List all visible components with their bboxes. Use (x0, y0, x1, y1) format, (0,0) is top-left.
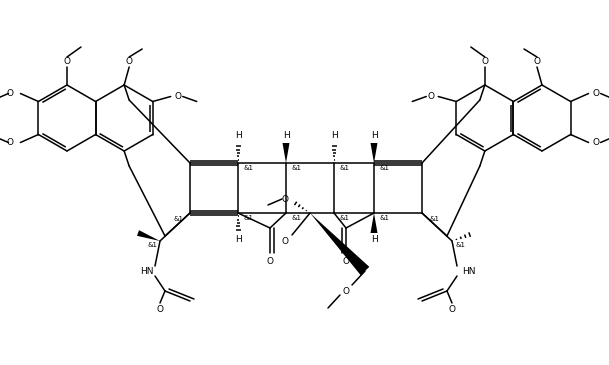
Text: O: O (157, 304, 163, 314)
Text: O: O (533, 57, 541, 65)
Text: &1: &1 (379, 165, 389, 171)
Text: &1: &1 (339, 215, 349, 221)
Text: &1: &1 (243, 215, 253, 221)
Text: H: H (371, 235, 378, 245)
Text: HN: HN (462, 266, 476, 276)
Text: H: H (283, 131, 289, 141)
Text: O: O (174, 92, 181, 101)
Polygon shape (370, 143, 378, 163)
Text: &1: &1 (339, 165, 349, 171)
Text: O: O (428, 92, 435, 101)
Text: O: O (481, 57, 488, 65)
Text: HN: HN (140, 266, 153, 276)
Polygon shape (137, 230, 160, 241)
Text: O: O (342, 257, 350, 265)
Text: H: H (371, 131, 378, 141)
Text: O: O (7, 138, 13, 147)
Text: O: O (281, 195, 288, 204)
Text: H: H (331, 131, 337, 141)
Text: O: O (125, 57, 133, 65)
Polygon shape (370, 213, 378, 233)
Text: O: O (7, 89, 13, 98)
Text: O: O (63, 57, 71, 65)
Text: &1: &1 (429, 216, 439, 222)
Text: O: O (592, 89, 599, 98)
Text: H: H (234, 131, 241, 141)
Text: O: O (281, 237, 288, 246)
Polygon shape (310, 213, 369, 275)
Text: &1: &1 (173, 216, 183, 222)
Text: O: O (448, 304, 456, 314)
Text: O: O (592, 138, 599, 147)
Polygon shape (283, 143, 289, 163)
Text: &1: &1 (455, 242, 465, 248)
Text: &1: &1 (291, 165, 301, 171)
Text: &1: &1 (243, 165, 253, 171)
Text: O: O (342, 287, 350, 296)
Text: &1: &1 (379, 215, 389, 221)
Text: &1: &1 (291, 215, 301, 221)
Text: &1: &1 (147, 242, 157, 248)
Text: O: O (267, 257, 273, 265)
Text: H: H (234, 235, 241, 245)
